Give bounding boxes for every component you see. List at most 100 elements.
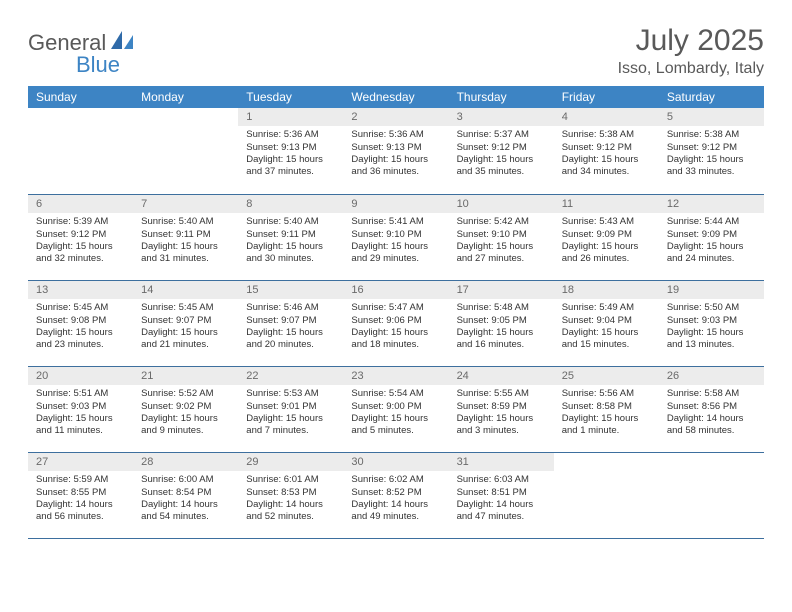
sunrise-line: Sunrise: 5:49 AM [562, 302, 651, 314]
day-content: Sunrise: 5:40 AMSunset: 9:11 PMDaylight:… [238, 213, 343, 269]
day-number-empty [133, 108, 238, 126]
logo-text-blue: Blue [76, 52, 120, 78]
day-content: Sunrise: 5:59 AMSunset: 8:55 PMDaylight:… [28, 471, 133, 527]
day-number: 21 [133, 367, 238, 385]
sunset-line: Sunset: 9:11 PM [141, 229, 230, 241]
sunset-line: Sunset: 9:13 PM [246, 142, 335, 154]
sunset-line: Sunset: 8:54 PM [141, 487, 230, 499]
calendar-cell: 24Sunrise: 5:55 AMSunset: 8:59 PMDayligh… [449, 366, 554, 452]
sunrise-line: Sunrise: 5:42 AM [457, 216, 546, 228]
sunrise-line: Sunrise: 6:01 AM [246, 474, 335, 486]
day-content: Sunrise: 5:49 AMSunset: 9:04 PMDaylight:… [554, 299, 659, 355]
calendar-cell: 12Sunrise: 5:44 AMSunset: 9:09 PMDayligh… [659, 194, 764, 280]
daylight-line: Daylight: 15 hours and 27 minutes. [457, 241, 546, 266]
logo: General Blue [28, 24, 135, 56]
day-number: 16 [343, 281, 448, 299]
calendar-cell: 21Sunrise: 5:52 AMSunset: 9:02 PMDayligh… [133, 366, 238, 452]
day-number: 11 [554, 195, 659, 213]
day-number: 28 [133, 453, 238, 471]
calendar-cell: 1Sunrise: 5:36 AMSunset: 9:13 PMDaylight… [238, 108, 343, 194]
day-content: Sunrise: 5:47 AMSunset: 9:06 PMDaylight:… [343, 299, 448, 355]
day-number: 17 [449, 281, 554, 299]
daylight-line: Daylight: 15 hours and 16 minutes. [457, 327, 546, 352]
day-number: 8 [238, 195, 343, 213]
calendar-cell: 9Sunrise: 5:41 AMSunset: 9:10 PMDaylight… [343, 194, 448, 280]
sunrise-line: Sunrise: 5:36 AM [246, 129, 335, 141]
sunset-line: Sunset: 8:52 PM [351, 487, 440, 499]
calendar-cell: 20Sunrise: 5:51 AMSunset: 9:03 PMDayligh… [28, 366, 133, 452]
calendar-cell: 13Sunrise: 5:45 AMSunset: 9:08 PMDayligh… [28, 280, 133, 366]
weekday-header: Monday [133, 86, 238, 108]
sunset-line: Sunset: 9:08 PM [36, 315, 125, 327]
location: Isso, Lombardy, Italy [618, 60, 764, 78]
sunset-line: Sunset: 9:12 PM [667, 142, 756, 154]
daylight-line: Daylight: 15 hours and 33 minutes. [667, 154, 756, 179]
day-content: Sunrise: 6:01 AMSunset: 8:53 PMDaylight:… [238, 471, 343, 527]
day-content: Sunrise: 5:56 AMSunset: 8:58 PMDaylight:… [554, 385, 659, 441]
calendar-bottom-rule [28, 538, 764, 539]
calendar-cell: 25Sunrise: 5:56 AMSunset: 8:58 PMDayligh… [554, 366, 659, 452]
sunrise-line: Sunrise: 5:51 AM [36, 388, 125, 400]
calendar-cell: 29Sunrise: 6:01 AMSunset: 8:53 PMDayligh… [238, 452, 343, 538]
day-number: 25 [554, 367, 659, 385]
daylight-line: Daylight: 15 hours and 29 minutes. [351, 241, 440, 266]
day-number: 30 [343, 453, 448, 471]
weekday-header: Thursday [449, 86, 554, 108]
calendar-cell: 7Sunrise: 5:40 AMSunset: 9:11 PMDaylight… [133, 194, 238, 280]
header: General Blue July 2025 Isso, Lombardy, I… [28, 24, 764, 78]
sunrise-line: Sunrise: 5:39 AM [36, 216, 125, 228]
day-content: Sunrise: 5:45 AMSunset: 9:07 PMDaylight:… [133, 299, 238, 355]
daylight-line: Daylight: 15 hours and 30 minutes. [246, 241, 335, 266]
sunset-line: Sunset: 9:12 PM [562, 142, 651, 154]
daylight-line: Daylight: 15 hours and 21 minutes. [141, 327, 230, 352]
sunset-line: Sunset: 9:11 PM [246, 229, 335, 241]
sunrise-line: Sunrise: 5:55 AM [457, 388, 546, 400]
calendar-cell [554, 452, 659, 538]
daylight-line: Daylight: 14 hours and 54 minutes. [141, 499, 230, 524]
sunrise-line: Sunrise: 5:47 AM [351, 302, 440, 314]
calendar-cell: 31Sunrise: 6:03 AMSunset: 8:51 PMDayligh… [449, 452, 554, 538]
sunrise-line: Sunrise: 5:44 AM [667, 216, 756, 228]
sunset-line: Sunset: 9:05 PM [457, 315, 546, 327]
day-number: 5 [659, 108, 764, 126]
daylight-line: Daylight: 15 hours and 1 minute. [562, 413, 651, 438]
daylight-line: Daylight: 15 hours and 9 minutes. [141, 413, 230, 438]
day-content: Sunrise: 5:37 AMSunset: 9:12 PMDaylight:… [449, 126, 554, 182]
day-content: Sunrise: 6:03 AMSunset: 8:51 PMDaylight:… [449, 471, 554, 527]
calendar-cell: 27Sunrise: 5:59 AMSunset: 8:55 PMDayligh… [28, 452, 133, 538]
sunrise-line: Sunrise: 5:38 AM [562, 129, 651, 141]
day-content: Sunrise: 6:02 AMSunset: 8:52 PMDaylight:… [343, 471, 448, 527]
sunset-line: Sunset: 9:12 PM [457, 142, 546, 154]
sunrise-line: Sunrise: 5:40 AM [246, 216, 335, 228]
sunset-line: Sunset: 8:58 PM [562, 401, 651, 413]
day-content: Sunrise: 5:42 AMSunset: 9:10 PMDaylight:… [449, 213, 554, 269]
sunset-line: Sunset: 9:04 PM [562, 315, 651, 327]
weekday-header: Friday [554, 86, 659, 108]
sunrise-line: Sunrise: 5:50 AM [667, 302, 756, 314]
day-content: Sunrise: 5:36 AMSunset: 9:13 PMDaylight:… [238, 126, 343, 182]
day-number: 26 [659, 367, 764, 385]
sunset-line: Sunset: 9:12 PM [36, 229, 125, 241]
sunrise-line: Sunrise: 5:37 AM [457, 129, 546, 141]
day-number: 14 [133, 281, 238, 299]
day-content: Sunrise: 5:58 AMSunset: 8:56 PMDaylight:… [659, 385, 764, 441]
day-number: 19 [659, 281, 764, 299]
sunrise-line: Sunrise: 5:43 AM [562, 216, 651, 228]
day-number: 3 [449, 108, 554, 126]
calendar-cell: 22Sunrise: 5:53 AMSunset: 9:01 PMDayligh… [238, 366, 343, 452]
daylight-line: Daylight: 14 hours and 47 minutes. [457, 499, 546, 524]
sunset-line: Sunset: 9:03 PM [36, 401, 125, 413]
calendar-cell [659, 452, 764, 538]
daylight-line: Daylight: 14 hours and 56 minutes. [36, 499, 125, 524]
day-number: 1 [238, 108, 343, 126]
day-content: Sunrise: 5:38 AMSunset: 9:12 PMDaylight:… [554, 126, 659, 182]
sunset-line: Sunset: 9:03 PM [667, 315, 756, 327]
sunrise-line: Sunrise: 5:41 AM [351, 216, 440, 228]
day-number: 24 [449, 367, 554, 385]
calendar-cell: 26Sunrise: 5:58 AMSunset: 8:56 PMDayligh… [659, 366, 764, 452]
sunrise-line: Sunrise: 5:56 AM [562, 388, 651, 400]
day-content: Sunrise: 5:36 AMSunset: 9:13 PMDaylight:… [343, 126, 448, 182]
day-content: Sunrise: 6:00 AMSunset: 8:54 PMDaylight:… [133, 471, 238, 527]
calendar-cell: 23Sunrise: 5:54 AMSunset: 9:00 PMDayligh… [343, 366, 448, 452]
sunrise-line: Sunrise: 5:45 AM [36, 302, 125, 314]
